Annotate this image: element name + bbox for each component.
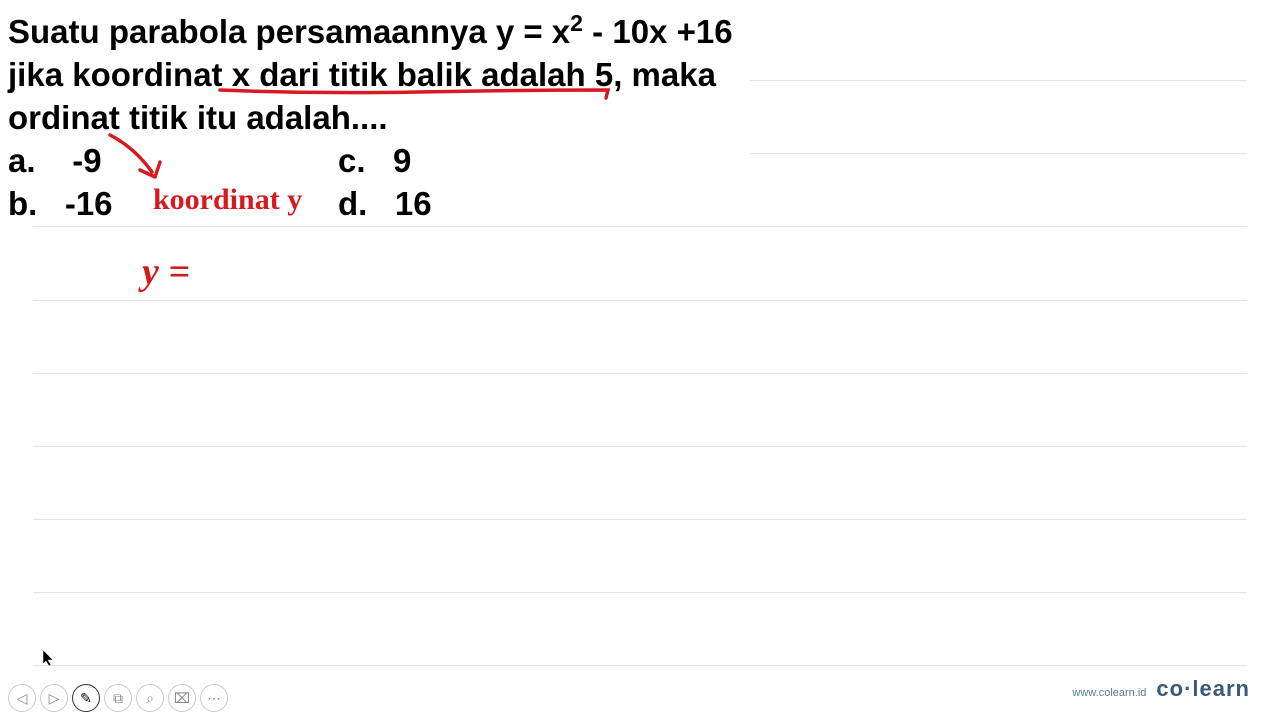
- option-c-label: c.: [338, 142, 366, 179]
- option-d-value: 16: [395, 185, 432, 222]
- search-button[interactable]: ⌕: [136, 684, 164, 712]
- question-line1-sup: 2: [570, 10, 583, 36]
- question-text: Suatu parabola persamaannya y = x2 - 10x…: [0, 0, 1280, 140]
- option-b: b. -16: [8, 183, 338, 226]
- option-c-value: 9: [393, 142, 411, 179]
- footer-logo: co·learn: [1156, 676, 1250, 702]
- pen-button[interactable]: ✎: [72, 684, 100, 712]
- prev-button[interactable]: ◁: [8, 684, 36, 712]
- more-button[interactable]: ⋯: [200, 684, 228, 712]
- option-a: a. -9: [8, 140, 338, 183]
- toolbar: ◁ ▷ ✎ ⧉ ⌕ ⌧ ⋯: [8, 684, 228, 712]
- option-b-label: b.: [8, 185, 37, 222]
- question-line2: jika koordinat x dari titik balik adalah…: [8, 54, 1272, 97]
- option-a-value: -9: [72, 142, 101, 179]
- option-d: d. 16: [338, 183, 668, 226]
- question-line3: ordinat titik itu adalah....: [8, 97, 1272, 140]
- cursor-icon: [42, 649, 56, 672]
- option-d-label: d.: [338, 185, 367, 222]
- options-container: a. -9 b. -16 c. 9 d. 16: [0, 140, 1280, 226]
- copy-button[interactable]: ⧉: [104, 684, 132, 712]
- question-line1-post: - 10x +16: [583, 13, 733, 50]
- option-a-label: a.: [8, 142, 36, 179]
- footer-brand: www.colearn.id co·learn: [1072, 676, 1250, 702]
- question-line1-pre: Suatu parabola persamaannya y = x: [8, 13, 570, 50]
- play-button[interactable]: ▷: [40, 684, 68, 712]
- screen-button[interactable]: ⌧: [168, 684, 196, 712]
- option-b-value: -16: [65, 185, 113, 222]
- option-c: c. 9: [338, 140, 668, 183]
- footer-url: www.colearn.id: [1072, 687, 1146, 699]
- handwritten-equation: y =: [142, 250, 190, 294]
